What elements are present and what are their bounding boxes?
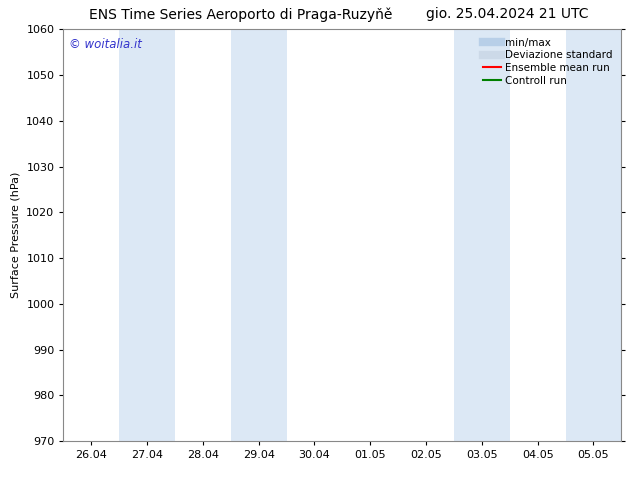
Text: © woitalia.it: © woitalia.it: [69, 38, 142, 50]
Bar: [566, 29, 621, 441]
Bar: [231, 29, 287, 441]
Y-axis label: Surface Pressure (hPa): Surface Pressure (hPa): [11, 172, 21, 298]
Text: gio. 25.04.2024 21 UTC: gio. 25.04.2024 21 UTC: [426, 7, 588, 22]
Bar: [454, 29, 510, 441]
Text: ENS Time Series Aeroporto di Praga-Ruzyňě: ENS Time Series Aeroporto di Praga-Ruzyň…: [89, 7, 392, 22]
Legend: min/max, Deviazione standard, Ensemble mean run, Controll run: min/max, Deviazione standard, Ensemble m…: [479, 35, 616, 89]
Bar: [119, 29, 175, 441]
